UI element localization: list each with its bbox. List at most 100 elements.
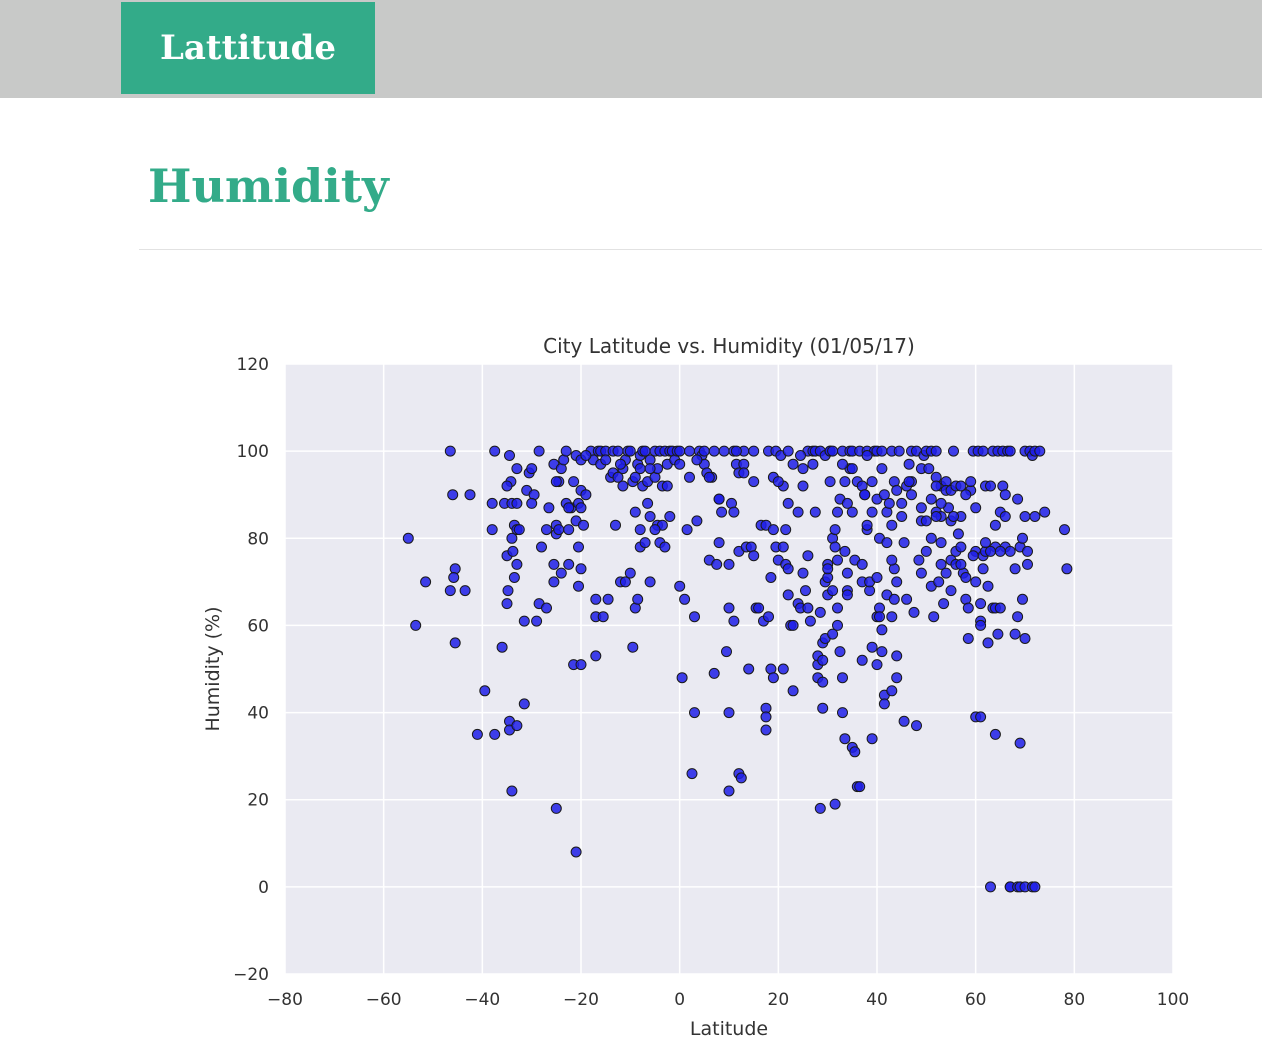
data-point xyxy=(970,502,982,514)
x-tick-label: −80 xyxy=(267,990,303,1010)
data-point xyxy=(915,502,927,514)
data-point xyxy=(511,463,523,475)
data-point xyxy=(548,576,560,588)
data-point xyxy=(1039,506,1051,518)
data-point xyxy=(664,511,676,522)
data-point xyxy=(723,785,735,797)
data-point xyxy=(632,593,644,605)
y-axis-label: Humidity (%) xyxy=(202,606,224,731)
data-point xyxy=(832,554,843,566)
data-point xyxy=(1029,881,1041,893)
data-point xyxy=(679,593,691,605)
y-tick-label: −20 xyxy=(233,965,269,985)
data-point xyxy=(817,702,829,714)
data-point xyxy=(834,646,846,658)
x-tick-label: 60 xyxy=(965,990,987,1010)
data-point xyxy=(563,502,575,514)
x-tick-label: 0 xyxy=(674,990,685,1010)
data-point xyxy=(533,445,545,457)
data-point xyxy=(735,772,747,784)
chart-title: City Latitude vs. Humidity (01/05/17) xyxy=(543,334,915,358)
data-point xyxy=(938,598,950,610)
data-point xyxy=(526,463,538,475)
data-point xyxy=(543,502,555,514)
data-point xyxy=(901,593,913,605)
data-point xyxy=(1014,737,1026,749)
x-axis-label: Latitude xyxy=(690,1018,768,1040)
data-point xyxy=(841,589,853,601)
data-point xyxy=(629,471,641,483)
data-point xyxy=(891,672,903,684)
data-point xyxy=(804,615,816,627)
data-point xyxy=(1009,563,1021,575)
data-point xyxy=(504,450,515,461)
data-point xyxy=(898,537,910,549)
x-tick-label: 100 xyxy=(1157,990,1189,1010)
data-point xyxy=(960,489,972,501)
top-navbar: Lattitude xyxy=(0,0,1262,98)
data-point xyxy=(763,611,774,623)
data-point xyxy=(708,667,720,679)
data-point xyxy=(550,476,562,488)
data-point xyxy=(930,445,942,457)
data-point xyxy=(511,497,523,509)
data-point xyxy=(629,506,641,518)
data-point xyxy=(878,698,890,710)
data-point xyxy=(506,785,518,797)
data-point xyxy=(753,602,765,614)
data-point xyxy=(1061,563,1073,575)
data-point xyxy=(866,733,878,745)
data-point xyxy=(822,563,834,575)
data-point xyxy=(448,572,460,583)
data-point xyxy=(928,611,940,623)
data-point xyxy=(839,545,851,557)
data-point xyxy=(748,550,760,562)
data-point xyxy=(711,558,723,570)
data-point xyxy=(486,524,498,536)
data-point xyxy=(861,450,873,461)
data-point xyxy=(555,567,567,579)
data-point xyxy=(489,445,501,457)
data-point xyxy=(883,497,895,509)
x-tick-label: −20 xyxy=(563,990,599,1010)
data-point xyxy=(578,519,589,531)
data-point xyxy=(992,628,1004,640)
data-point xyxy=(782,589,794,601)
data-point xyxy=(903,458,915,470)
data-points xyxy=(402,445,1073,893)
data-point xyxy=(531,615,543,627)
data-point xyxy=(839,733,851,745)
title-divider xyxy=(139,249,1262,250)
data-point xyxy=(886,611,898,623)
data-point xyxy=(575,502,587,514)
data-point xyxy=(573,580,584,592)
data-point xyxy=(925,493,937,505)
data-point xyxy=(935,537,947,549)
brand-nav-button[interactable]: Lattitude xyxy=(121,2,375,94)
data-point xyxy=(935,558,947,570)
data-point xyxy=(977,445,989,457)
data-point xyxy=(903,476,915,488)
data-point xyxy=(1004,545,1016,557)
data-point xyxy=(962,633,974,644)
data-point xyxy=(876,624,888,636)
data-point xyxy=(896,511,908,522)
data-point xyxy=(713,537,725,549)
data-point xyxy=(797,463,809,475)
x-tick-label: 40 xyxy=(866,990,888,1010)
x-tick-label: −60 xyxy=(366,990,402,1010)
y-tick-label: 20 xyxy=(247,791,269,811)
data-point xyxy=(718,445,730,457)
data-point xyxy=(891,576,903,588)
data-point xyxy=(955,480,967,492)
data-point xyxy=(550,802,562,814)
data-point xyxy=(511,720,523,732)
data-point xyxy=(541,602,552,614)
data-point xyxy=(797,567,809,579)
data-point xyxy=(906,489,917,501)
data-point xyxy=(684,445,695,457)
data-point xyxy=(777,541,789,553)
data-point xyxy=(787,619,799,631)
